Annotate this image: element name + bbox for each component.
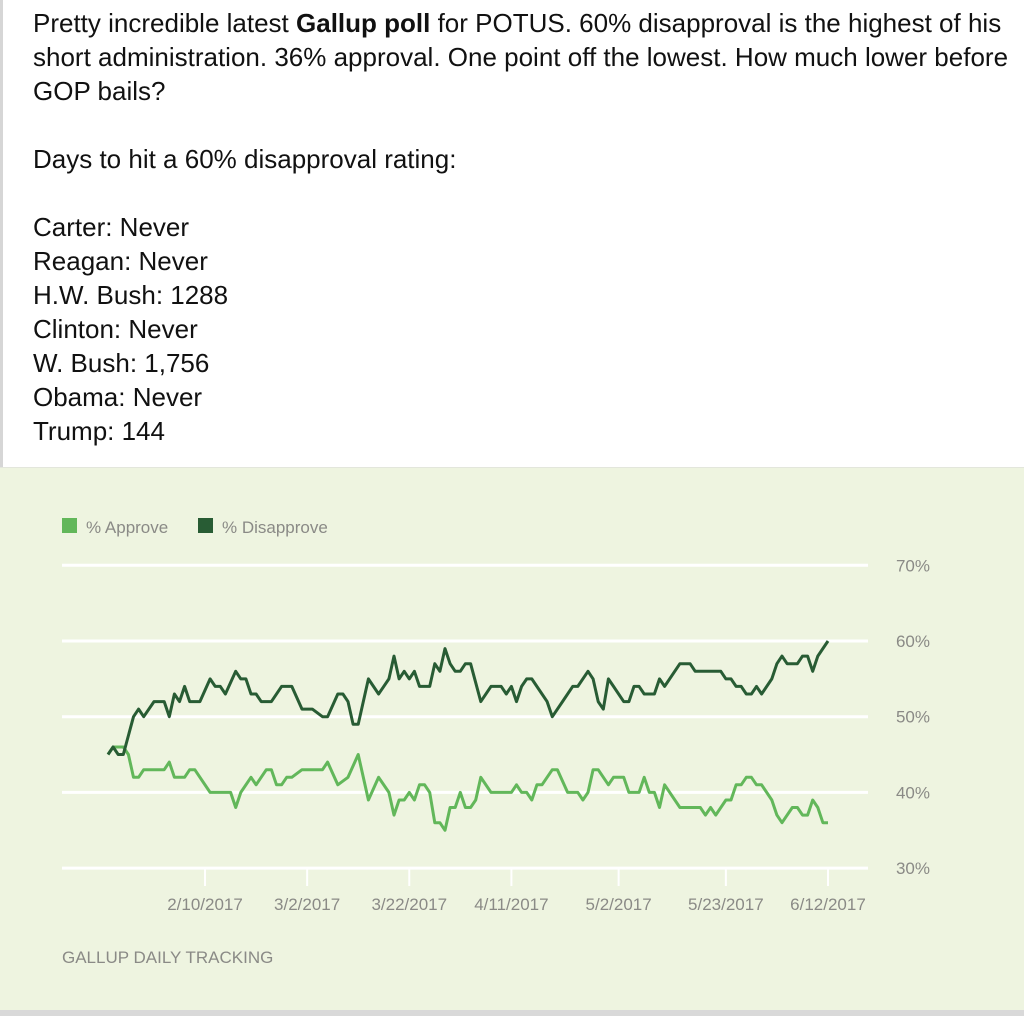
intro-text-1: Pretty incredible latest bbox=[33, 8, 297, 38]
president-line: Carter: Never bbox=[33, 212, 190, 242]
x-tick-label: 6/12/2017 bbox=[790, 895, 866, 914]
y-tick-label: 40% bbox=[896, 783, 930, 802]
legend-swatch-approve bbox=[62, 518, 77, 533]
post-text-panel: Pretty incredible latest Gallup poll for… bbox=[0, 0, 1024, 467]
gridlines bbox=[62, 563, 868, 886]
president-line: Reagan: Never bbox=[33, 246, 208, 276]
x-tick-label: 4/11/2017 bbox=[474, 895, 548, 914]
y-tick-label: 70% bbox=[896, 556, 930, 575]
y-tick-label: 60% bbox=[896, 632, 930, 651]
bottom-divider bbox=[0, 1010, 1024, 1016]
x-tick-label: 2/10/2017 bbox=[167, 895, 243, 914]
legend-label-approve: % Approve bbox=[86, 518, 168, 537]
intro-bold-text: Gallup poll bbox=[296, 8, 431, 38]
x-tick-label: 5/23/2017 bbox=[688, 895, 764, 914]
y-tick-label: 50% bbox=[896, 708, 930, 727]
president-line: Obama: Never bbox=[33, 382, 203, 412]
chart-panel bbox=[0, 467, 1024, 1011]
president-line: W. Bush: 1,756 bbox=[33, 348, 210, 378]
disapprove-line bbox=[106, 640, 830, 756]
president-line: H.W. Bush: 1288 bbox=[33, 280, 229, 310]
y-tick-label: 30% bbox=[896, 859, 930, 878]
y-axis-labels: 70% 60% 50% 40% 30% bbox=[896, 556, 930, 878]
post-question: Days to hit a 60% disapproval rating: bbox=[33, 144, 457, 174]
x-axis-labels: 2/10/2017 3/2/2017 3/22/2017 4/11/2017 5/2/2… bbox=[167, 895, 866, 914]
series-lines bbox=[106, 640, 830, 832]
x-tick-label: 3/2/2017 bbox=[274, 895, 340, 914]
x-tick-label: 5/2/2017 bbox=[586, 895, 652, 914]
x-tick-label: 3/22/2017 bbox=[371, 895, 447, 914]
legend: % Approve % Disapprove bbox=[62, 518, 328, 537]
legend-swatch-disapprove bbox=[198, 518, 213, 533]
post-body: Pretty incredible latest Gallup poll for… bbox=[33, 6, 1013, 448]
source-label: GALLUP DAILY TRACKING bbox=[62, 948, 273, 967]
approve-line bbox=[106, 745, 828, 832]
president-line: Clinton: Never bbox=[33, 314, 198, 344]
president-line: Trump: 144 bbox=[33, 416, 165, 446]
post-intro: Pretty incredible latest Gallup poll for… bbox=[33, 6, 1013, 108]
intro-text-2: for POTUS. 60% disapproval is the highes… bbox=[33, 8, 1009, 106]
legend-label-disapprove: % Disapprove bbox=[222, 518, 328, 537]
